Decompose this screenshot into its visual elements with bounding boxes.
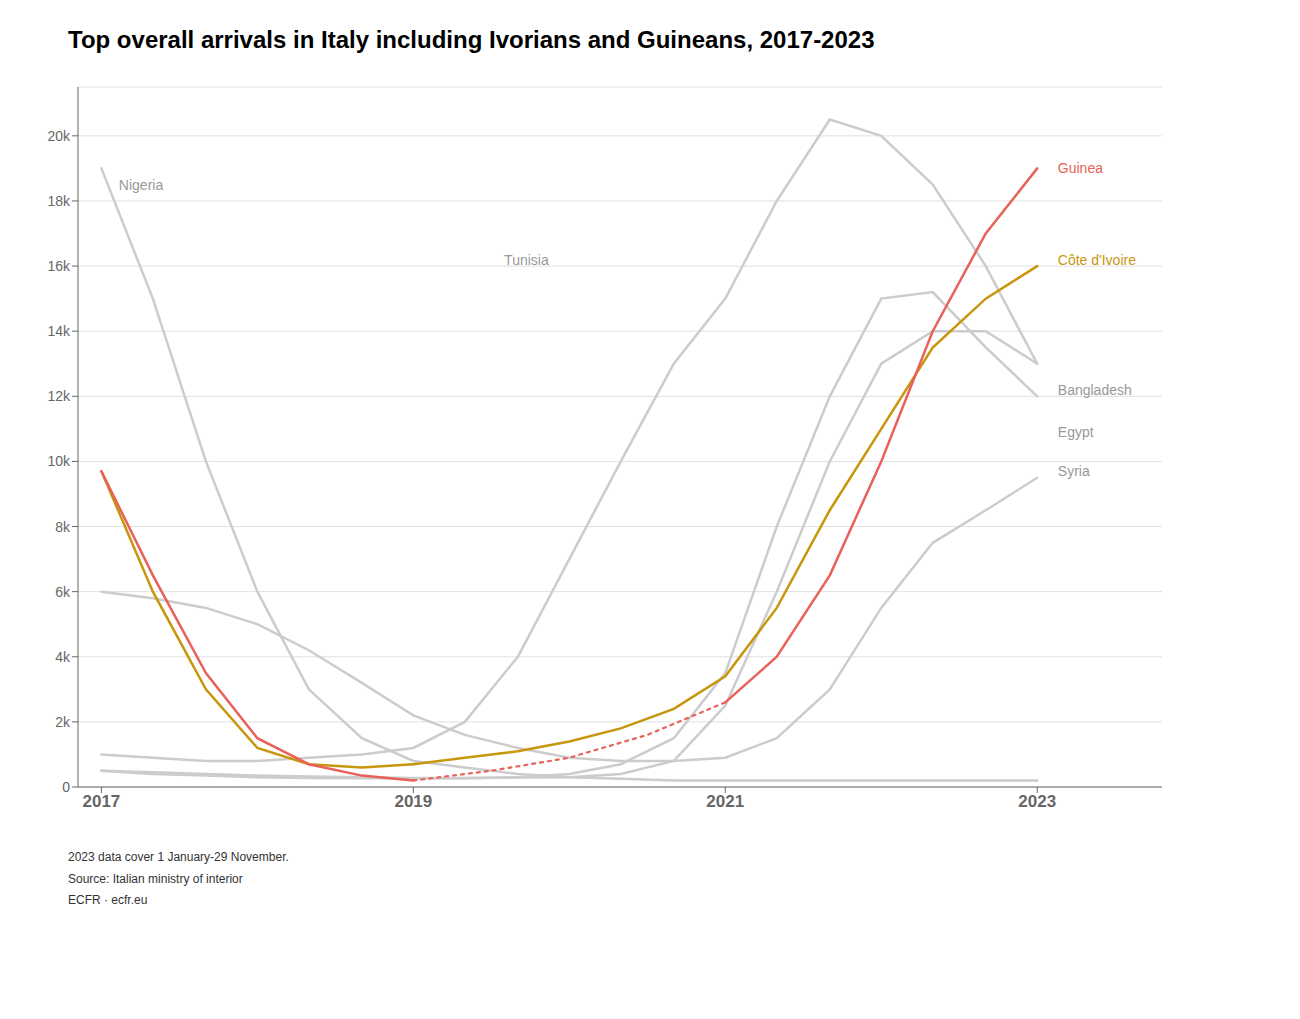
svg-text:Egypt: Egypt bbox=[1058, 424, 1094, 440]
html-text:Source: Italian ministry of in: Source: Italian ministry of interior bbox=[68, 871, 243, 886]
svg-text:2k: 2k bbox=[55, 714, 71, 730]
svg-text:2019: 2019 bbox=[394, 792, 432, 811]
svg-text:16k: 16k bbox=[47, 258, 71, 274]
svg-text:18k: 18k bbox=[47, 193, 71, 209]
svg-text:6k: 6k bbox=[55, 584, 71, 600]
html-text:2023 data cover 1 January-29 N: 2023 data cover 1 January-29 November. bbox=[68, 850, 289, 865]
svg-text:Côte d'Ivoire: Côte d'Ivoire bbox=[1058, 252, 1136, 268]
svg-text:Bangladesh: Bangladesh bbox=[1058, 382, 1132, 398]
svg-text:12k: 12k bbox=[47, 388, 71, 404]
svg-text:Guinea: Guinea bbox=[1058, 161, 1103, 177]
svg-text:14k: 14k bbox=[47, 323, 71, 339]
svg-text:Nigeria: Nigeria bbox=[119, 177, 164, 193]
svg-text:Tunisia: Tunisia bbox=[504, 252, 549, 268]
html-text:Top overall arrivals in Italy: Top overall arrivals in Italy including … bbox=[68, 26, 875, 53]
svg-text:8k: 8k bbox=[55, 519, 71, 535]
svg-text:Syria: Syria bbox=[1058, 463, 1090, 479]
svg-text:2017: 2017 bbox=[82, 792, 120, 811]
svg-text:2021: 2021 bbox=[706, 792, 744, 811]
svg-text:20k: 20k bbox=[47, 128, 71, 144]
svg-text:2023: 2023 bbox=[1018, 792, 1056, 811]
svg-text:4k: 4k bbox=[55, 649, 71, 665]
svg-text:10k: 10k bbox=[47, 454, 71, 470]
svg-text:0: 0 bbox=[62, 779, 70, 795]
html-text:ECFR · ecfr.eu: ECFR · ecfr.eu bbox=[68, 893, 148, 908]
